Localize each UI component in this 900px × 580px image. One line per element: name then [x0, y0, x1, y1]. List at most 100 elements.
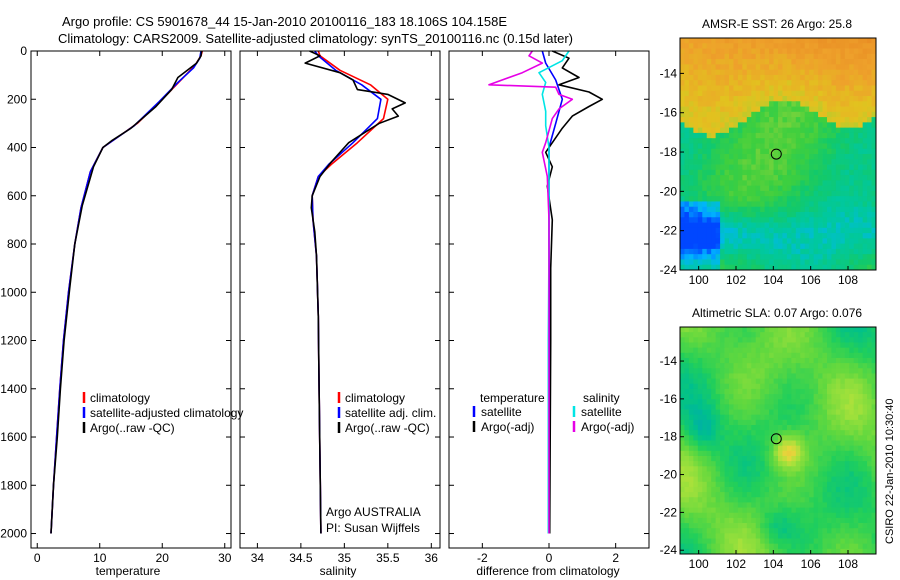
heatmap-cell	[764, 259, 770, 266]
heatmap-cell	[849, 48, 855, 55]
heatmap-cell	[831, 243, 837, 250]
heatmap-cell	[764, 466, 770, 472]
heatmap-cell	[804, 248, 810, 255]
heatmap-cell	[831, 138, 837, 144]
heatmap-cell	[853, 481, 859, 488]
heatmap-cell	[733, 388, 739, 395]
heatmap-cell	[724, 96, 730, 102]
heatmap-cell	[867, 409, 872, 416]
heatmap-cell	[831, 466, 837, 472]
heatmap-cell	[818, 217, 823, 223]
heatmap-cell	[818, 363, 823, 369]
heatmap-cell	[804, 122, 810, 129]
heatmap-cell	[706, 404, 712, 410]
heatmap-cell	[867, 352, 872, 359]
heatmap-cell	[800, 48, 806, 55]
heatmap-cell	[733, 450, 739, 457]
heatmap-cell	[746, 461, 752, 467]
heatmap-cell	[800, 533, 806, 539]
heatmap-cell	[729, 548, 734, 555]
heatmap-cell	[849, 180, 855, 187]
heatmap-cell	[804, 461, 810, 467]
heatmap-cell	[742, 159, 748, 165]
heatmap-cell	[737, 90, 743, 97]
heatmap-cell	[871, 455, 877, 462]
heatmap-cell	[688, 409, 694, 416]
heatmap-cell	[818, 206, 823, 213]
heatmap-cell	[769, 533, 774, 539]
heatmap-cell	[795, 154, 801, 160]
heatmap-cell	[773, 38, 779, 44]
heatmap-cell	[773, 327, 779, 333]
heatmap-cell	[684, 154, 690, 160]
heatmap-cell	[684, 466, 690, 472]
heatmap-cell	[706, 414, 712, 421]
heatmap-cell	[760, 264, 766, 271]
heatmap-cell	[733, 169, 739, 176]
heatmap-cell	[697, 85, 703, 92]
heatmap-cell	[720, 80, 725, 86]
heatmap-cell	[688, 264, 694, 271]
heatmap-cell	[853, 528, 859, 534]
heatmap-cell	[697, 486, 703, 493]
heatmap-cell	[795, 481, 801, 488]
heatmap-cell	[702, 59, 708, 65]
heatmap-cell	[867, 201, 872, 208]
heatmap-cell	[809, 212, 815, 218]
heatmap-cell	[697, 435, 703, 441]
heatmap-cell	[831, 368, 837, 374]
heatmap-cell	[835, 206, 841, 213]
heatmap-cell	[827, 38, 832, 44]
heatmap-cell	[782, 175, 788, 181]
heatmap-cell	[813, 96, 819, 102]
heatmap-cell	[822, 383, 828, 390]
heatmap-cell	[778, 159, 783, 165]
heatmap-cell	[795, 486, 801, 493]
heatmap-cell	[773, 85, 779, 92]
heatmap-cell	[751, 175, 757, 181]
heatmap-cell	[800, 74, 806, 81]
heatmap-cell	[809, 430, 815, 436]
heatmap-cell	[782, 217, 788, 223]
heatmap-cell	[853, 497, 859, 503]
heatmap-cell	[818, 48, 823, 55]
heatmap-cell	[791, 206, 797, 213]
heatmap-cell	[800, 507, 806, 514]
heatmap-cell	[684, 404, 690, 410]
heatmap-cell	[867, 533, 872, 539]
heatmap-cell	[786, 430, 792, 436]
heatmap-cell	[760, 38, 766, 44]
heatmap-cell	[693, 117, 699, 123]
heatmap-cell	[835, 248, 841, 255]
heatmap-cell	[760, 143, 766, 150]
heatmap-cell	[791, 368, 797, 374]
heatmap-cell	[782, 90, 788, 97]
heatmap-cell	[827, 363, 832, 369]
heatmap-cell	[769, 507, 774, 514]
heatmap-cell	[773, 74, 779, 81]
heatmap-cell	[737, 159, 743, 165]
heatmap-cell	[822, 548, 828, 555]
heatmap-cell	[737, 383, 743, 390]
heatmap-cell	[858, 222, 864, 229]
heatmap-cell	[715, 368, 721, 374]
heatmap-cell	[706, 517, 712, 524]
heatmap-cell	[680, 435, 685, 441]
heatmap-cell	[786, 486, 792, 493]
heatmap-cell	[818, 53, 823, 60]
heatmap-cell	[729, 154, 734, 160]
heatmap-cell	[804, 394, 810, 400]
heatmap-cell	[795, 259, 801, 266]
heatmap-cell	[840, 455, 846, 462]
heatmap-cell	[711, 206, 717, 213]
heatmap-cell	[680, 143, 685, 150]
heatmap-cell	[688, 227, 694, 234]
heatmap-cell	[697, 466, 703, 472]
heatmap-cell	[818, 368, 823, 374]
heatmap-cell	[733, 383, 739, 390]
heatmap-cell	[715, 74, 721, 81]
heatmap-cell	[751, 190, 757, 197]
heatmap-cell	[684, 363, 690, 369]
heatmap-cell	[804, 48, 810, 55]
heatmap-cell	[720, 238, 725, 245]
